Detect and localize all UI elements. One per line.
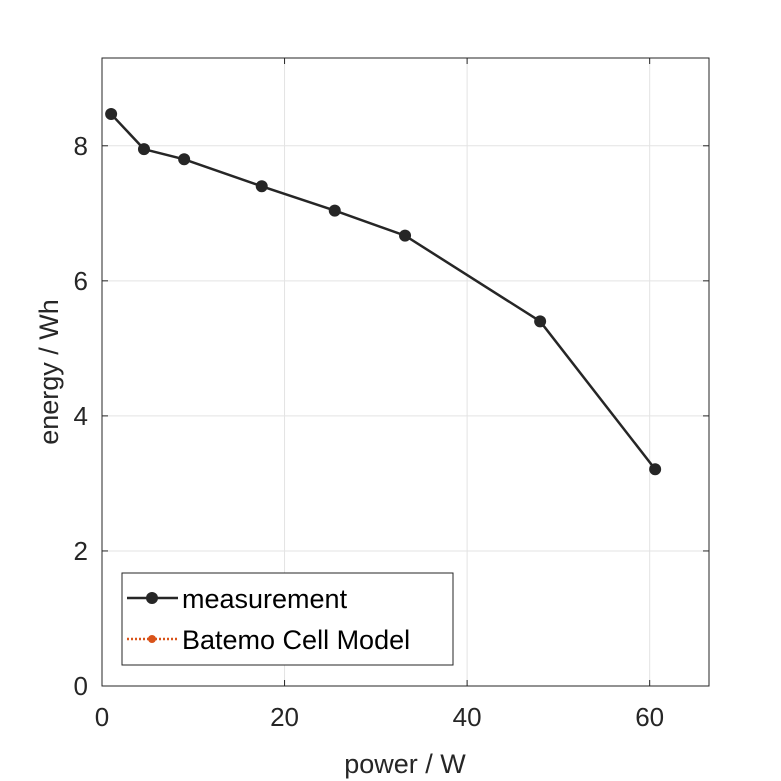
x-tick-label: 40 xyxy=(453,702,482,732)
plot-frame xyxy=(101,57,710,687)
x-tick-label: 20 xyxy=(270,702,299,732)
data-point xyxy=(178,153,191,166)
legend-swatch-measurement-marker xyxy=(146,592,158,604)
data-point xyxy=(137,143,150,156)
series-line xyxy=(110,113,657,471)
data-point xyxy=(399,229,412,242)
data-point xyxy=(105,108,118,121)
x-axis-label: power / W xyxy=(344,749,466,779)
y-tick-label: 0 xyxy=(74,671,88,701)
data-point xyxy=(328,204,341,217)
legend-label-batemo: Batemo Cell Model xyxy=(182,625,410,655)
y-tick-label: 6 xyxy=(74,266,88,296)
y-tick-label: 4 xyxy=(74,401,88,431)
legend-label-measurement: measurement xyxy=(182,584,348,614)
y-tick-label: 2 xyxy=(74,536,88,566)
y-axis-label: energy / Wh xyxy=(34,299,64,445)
x-tick-label: 0 xyxy=(95,702,109,732)
series-0 xyxy=(105,108,662,476)
series-layer xyxy=(105,108,662,476)
x-tick-label: 60 xyxy=(635,702,664,732)
legend-swatch-batemo-marker xyxy=(148,635,156,643)
tick-marks xyxy=(101,58,709,687)
y-tick-label: 8 xyxy=(74,131,88,161)
tick-labels: 0 20 40 60 0 2 4 6 8 xyxy=(74,131,665,732)
data-point xyxy=(649,463,662,476)
grid-lines xyxy=(102,58,709,686)
legend: measurement Batemo Cell Model xyxy=(121,572,454,666)
legend-box xyxy=(121,572,454,666)
data-point xyxy=(255,180,268,193)
data-point xyxy=(534,315,547,328)
